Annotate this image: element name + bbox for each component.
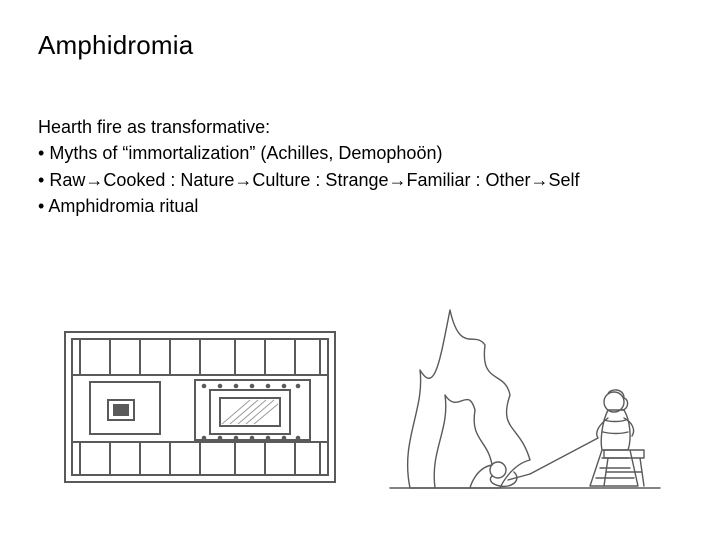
floorplan-image (60, 320, 340, 500)
bullet-text: Raw→Cooked : Nature→Culture : Strange→Fa… (49, 170, 579, 190)
bullet-text: Myths of “immortalization” (Achilles, De… (49, 143, 442, 163)
bullet-glyph: • (38, 170, 44, 190)
bullet-glyph: • (38, 196, 44, 216)
bullet-line: • Myths of “immortalization” (Achilles, … (38, 141, 682, 165)
bullet-line: • Raw→Cooked : Nature→Culture : Strange→… (38, 168, 682, 192)
bullet-glyph: • (38, 143, 44, 163)
bullet-line: • Amphidromia ritual (38, 194, 682, 218)
slide-title: Amphidromia (38, 30, 682, 61)
slide-body: Hearth fire as transformative: • Myths o… (38, 115, 682, 218)
lead-line: Hearth fire as transformative: (38, 115, 682, 139)
hearth-scene-image (380, 300, 670, 500)
bullet-text: Amphidromia ritual (48, 196, 198, 216)
slide: Amphidromia Hearth fire as transformativ… (0, 0, 720, 540)
image-row (0, 300, 720, 500)
